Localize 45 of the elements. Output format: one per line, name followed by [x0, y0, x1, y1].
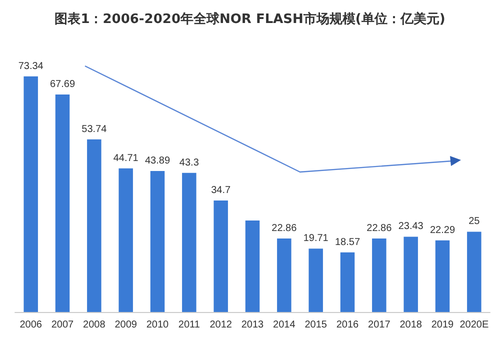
x-tick-label: 2019 [431, 320, 454, 330]
data-label: 19.71 [303, 233, 329, 244]
x-tick-label: 2007 [51, 320, 74, 330]
data-label: 67.69 [50, 79, 76, 90]
data-label: 73.34 [18, 60, 44, 72]
bar [435, 240, 450, 312]
data-label: 44.71 [113, 152, 139, 164]
chart-title: 图表1：2006-2020年全球NOR FLASH市场规模(单位：亿美元) [54, 11, 446, 27]
bar [150, 171, 165, 312]
x-tick-label: 2020E [460, 320, 489, 330]
data-label: 43.89 [144, 156, 170, 167]
data-label: 23.43 [398, 221, 424, 232]
data-label: 22.29 [430, 224, 456, 236]
bar [214, 200, 228, 312]
data-label: 18.57 [334, 236, 360, 248]
bar [340, 252, 355, 312]
x-tick-label: 2011 [178, 320, 200, 330]
bar [118, 168, 133, 312]
bar [372, 238, 386, 312]
x-tick-label: 2010 [146, 320, 170, 330]
x-tick-label: 2012 [210, 320, 232, 330]
bar [55, 94, 70, 312]
x-tick-label: 2015 [304, 320, 328, 330]
bar [24, 76, 38, 312]
x-tick-label: 2006 [20, 320, 42, 330]
x-tick-label: 2008 [83, 320, 106, 330]
x-tick-label: 2013 [241, 320, 264, 330]
data-label: 22.86 [272, 223, 298, 234]
bar [245, 220, 260, 312]
x-tick-label: 2009 [114, 320, 138, 330]
x-tick-label: 2016 [336, 320, 360, 330]
x-tick-label: 2014 [273, 320, 296, 330]
data-label: 34.7 [211, 185, 231, 196]
data-label: 43.3 [179, 157, 200, 168]
data-label: 22.86 [366, 223, 392, 234]
data-label: 53.74 [82, 124, 108, 135]
bar [277, 238, 292, 312]
x-tick-label: 2017 [368, 320, 391, 330]
bar [182, 172, 196, 312]
bar [87, 139, 102, 312]
bar [467, 232, 482, 312]
bar [404, 236, 418, 312]
x-tick-label: 2018 [400, 320, 422, 330]
bar [308, 248, 323, 312]
data-label: 25 [468, 216, 480, 228]
